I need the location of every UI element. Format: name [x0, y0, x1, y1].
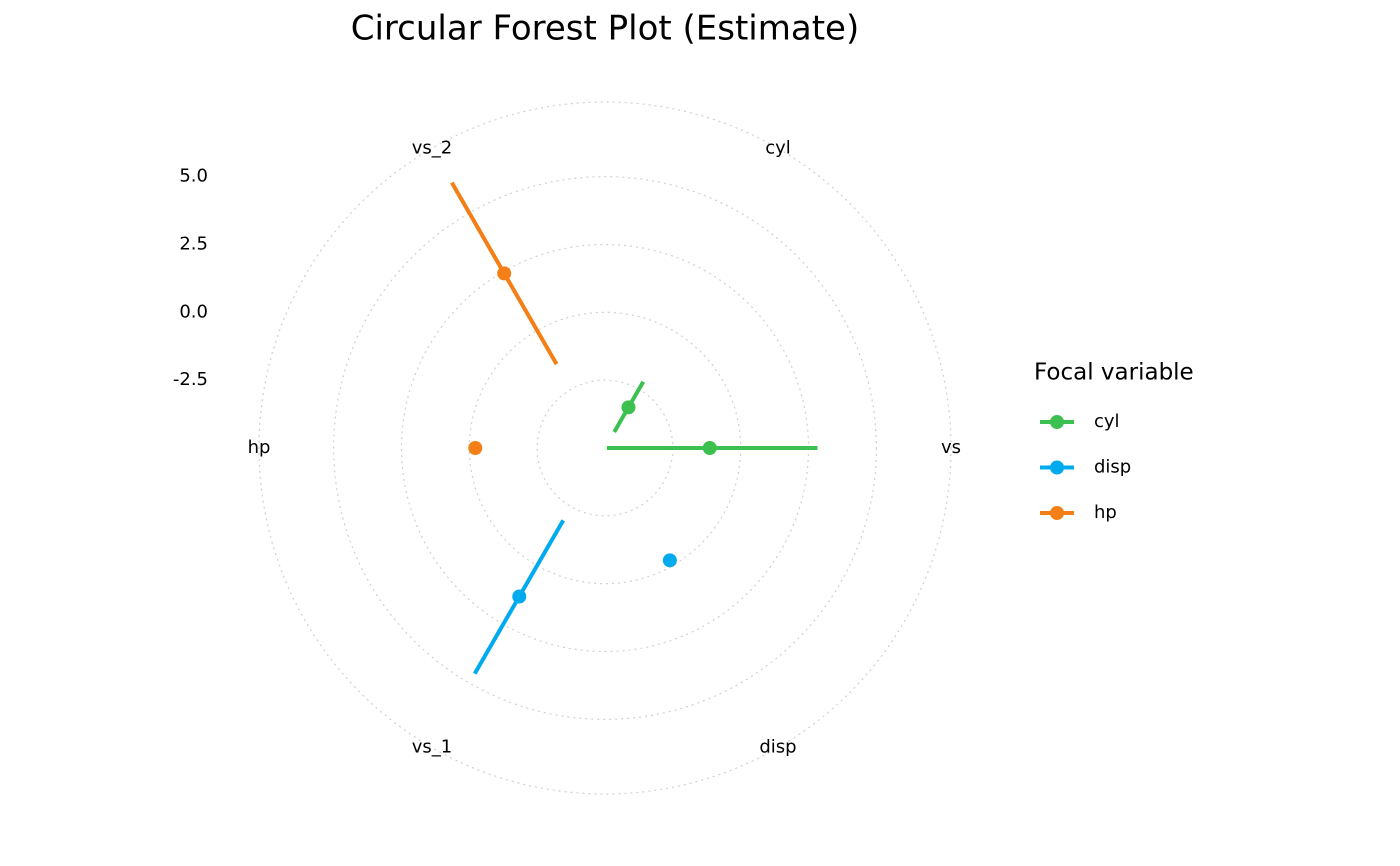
y-tick-label: 0.0 [179, 301, 208, 322]
legend-label: cyl [1094, 411, 1120, 432]
point [468, 441, 483, 455]
grid-circle [333, 176, 877, 720]
category-label: cyl [765, 137, 791, 158]
legend-title: Focal variable [1034, 360, 1194, 386]
category-label: disp [759, 737, 796, 758]
point [497, 266, 512, 281]
category-label: vs_1 [412, 737, 452, 758]
y-tick-label: 5.0 [179, 166, 208, 187]
point [662, 553, 677, 568]
legend-marker [1050, 460, 1064, 475]
chart-title: Circular Forest Plot (Estimate) [351, 9, 859, 49]
legend-label: disp [1094, 457, 1131, 478]
category-label: hp [248, 437, 271, 458]
legend-marker [1050, 506, 1064, 520]
legend-marker [1050, 415, 1064, 429]
point [512, 589, 527, 604]
point [621, 400, 636, 415]
category-label: vs_2 [412, 137, 452, 158]
point [702, 441, 717, 455]
category-label: vs [941, 437, 961, 458]
grid-circle [258, 101, 952, 795]
y-tick-label: 2.5 [179, 233, 208, 254]
legend-label: hp [1094, 502, 1117, 523]
y-tick-label: -2.5 [173, 369, 208, 390]
